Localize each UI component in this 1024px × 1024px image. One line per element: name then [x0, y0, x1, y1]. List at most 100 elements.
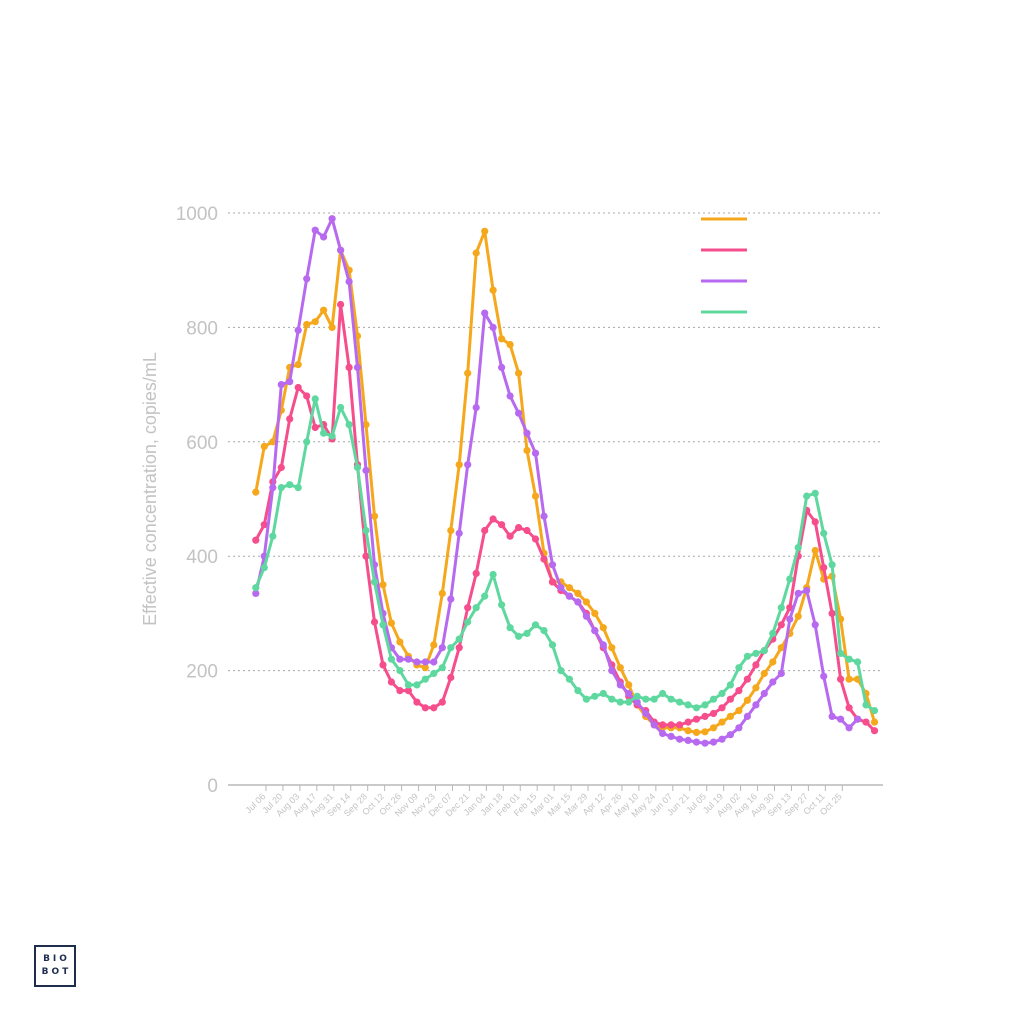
data-point — [769, 658, 777, 666]
data-point — [523, 429, 531, 437]
data-point — [794, 612, 802, 620]
data-point — [515, 524, 523, 532]
data-point — [303, 275, 311, 283]
data-point — [786, 575, 794, 583]
data-point — [252, 584, 260, 592]
data-point — [574, 589, 582, 598]
data-point — [608, 644, 616, 652]
data-point — [718, 704, 726, 712]
data-point — [676, 735, 684, 743]
data-point — [599, 689, 607, 698]
data-point — [591, 609, 599, 618]
data-point — [616, 698, 624, 706]
data-point — [370, 578, 379, 586]
data-point — [811, 546, 819, 555]
data-point — [599, 641, 607, 649]
data-point — [701, 701, 709, 709]
data-point — [489, 515, 497, 523]
data-point — [328, 323, 336, 331]
data-point — [252, 488, 260, 496]
data-point — [472, 249, 480, 257]
data-point — [786, 615, 794, 623]
data-point — [447, 526, 455, 535]
data-point — [574, 687, 582, 695]
data-point — [320, 233, 328, 241]
data-point — [709, 724, 718, 732]
data-point — [498, 601, 506, 609]
data-point — [862, 701, 870, 709]
data-point — [379, 661, 387, 669]
data-point — [828, 609, 836, 618]
data-point — [625, 681, 633, 689]
data-point — [811, 489, 819, 497]
data-point — [269, 438, 277, 446]
y-tick-label: 800 — [186, 318, 218, 339]
data-point — [769, 678, 777, 686]
data-point — [379, 621, 387, 629]
data-point — [845, 704, 853, 712]
data-point — [701, 728, 709, 736]
data-point — [803, 492, 811, 500]
data-point — [269, 532, 277, 540]
logo-line-2: BOT — [41, 967, 72, 977]
data-point — [328, 432, 336, 440]
data-point — [718, 718, 726, 726]
data-point — [404, 681, 412, 689]
data-point — [684, 701, 692, 709]
data-point — [438, 664, 446, 672]
data-point — [303, 320, 311, 329]
y-tick-label: 400 — [186, 547, 218, 568]
data-point — [743, 652, 752, 660]
data-point — [811, 518, 819, 526]
data-point — [676, 721, 684, 729]
data-point — [489, 286, 497, 294]
data-point — [286, 378, 294, 386]
data-point — [396, 667, 404, 675]
data-point — [303, 392, 311, 400]
y-axis-ticks: 0 200 400 600 800 1000 — [176, 204, 218, 797]
data-point — [735, 707, 743, 715]
y-tick-label: 1000 — [176, 204, 218, 225]
data-point — [421, 675, 429, 683]
data-point — [311, 423, 319, 432]
data-point — [481, 592, 489, 600]
data-point — [760, 689, 768, 698]
data-point — [430, 641, 438, 649]
data-point — [498, 335, 506, 343]
data-point — [828, 712, 836, 721]
data-point — [608, 695, 616, 703]
data-point — [455, 635, 463, 643]
series-group — [252, 215, 879, 747]
data-point — [464, 369, 472, 377]
series-line — [254, 229, 876, 734]
data-point — [854, 658, 862, 666]
data-point — [404, 655, 412, 663]
data-point — [396, 687, 404, 695]
data-point — [794, 544, 802, 552]
data-point — [582, 598, 591, 606]
data-point — [481, 227, 489, 235]
data-point — [489, 323, 497, 331]
data-point — [498, 363, 506, 371]
data-point — [464, 618, 472, 626]
data-point — [438, 589, 446, 598]
y-tick-label: 0 — [207, 776, 218, 797]
data-point — [752, 684, 760, 692]
data-point — [642, 709, 650, 718]
data-point — [616, 664, 624, 672]
data-point — [438, 644, 446, 652]
data-point — [820, 529, 828, 537]
data-point — [709, 695, 718, 703]
y-tick-label: 200 — [186, 662, 218, 683]
data-point — [837, 675, 845, 683]
data-point — [625, 698, 633, 706]
data-point — [345, 363, 353, 371]
data-point — [455, 461, 463, 469]
data-point — [557, 667, 565, 675]
data-point — [506, 624, 514, 632]
data-point — [523, 629, 531, 638]
data-point — [531, 621, 540, 629]
data-point — [515, 369, 523, 377]
data-point — [404, 687, 412, 695]
